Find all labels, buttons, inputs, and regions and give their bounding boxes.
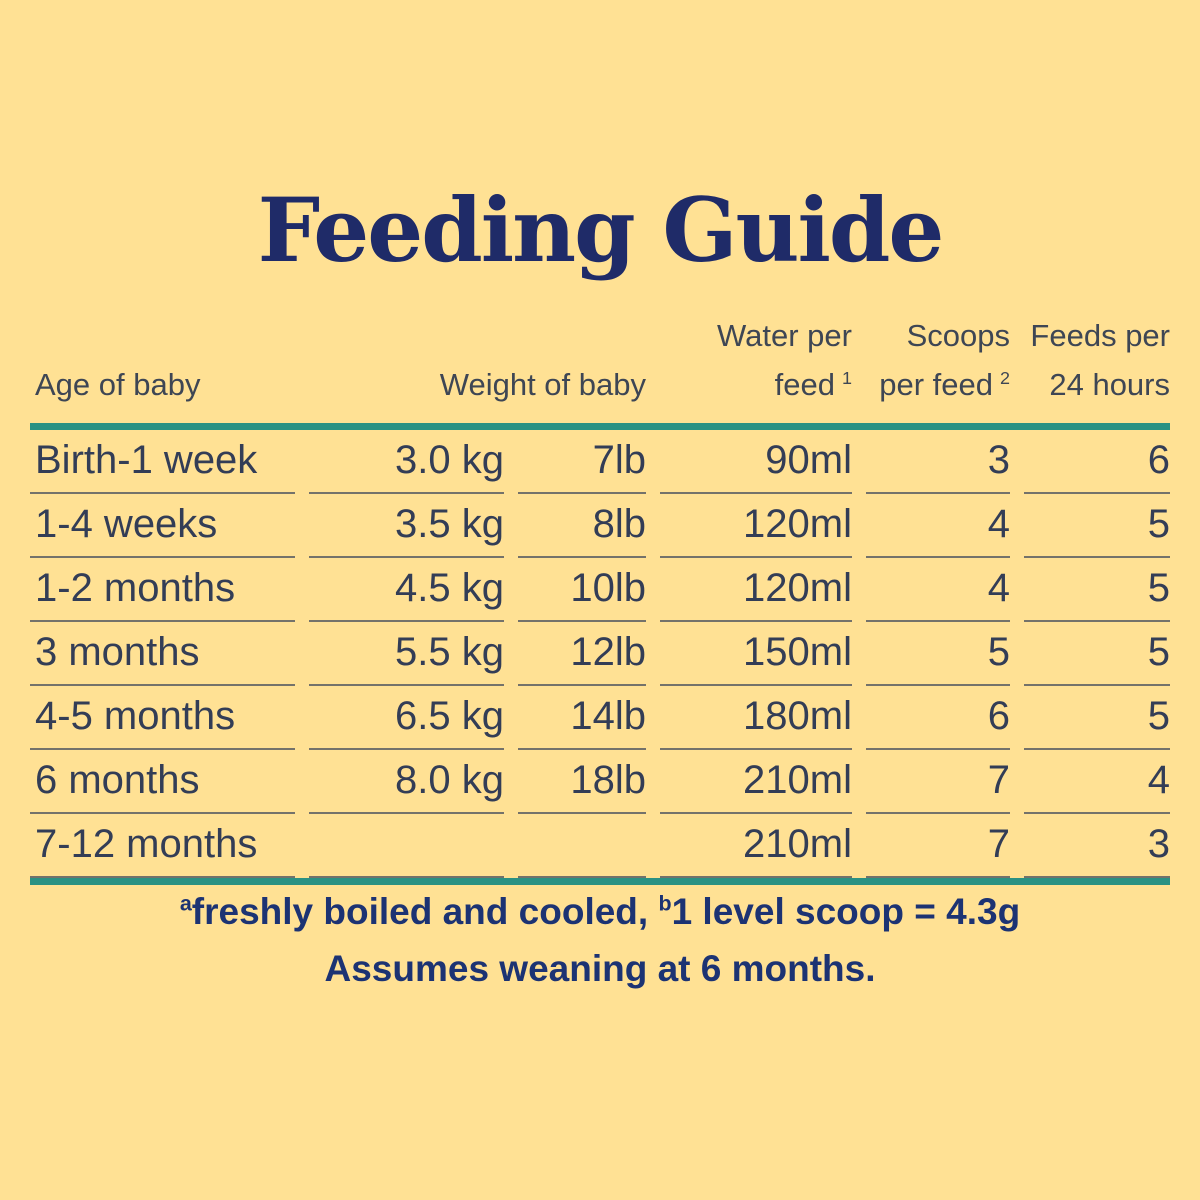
table-row: 7-12 months 210ml 7 3 — [30, 814, 1170, 878]
header-water-per-feed: Water per feed 1 — [660, 312, 852, 410]
cell-age: 1-2 months — [30, 558, 295, 622]
footnote-ref-1: 1 — [842, 367, 852, 388]
cell-scoops-per-feed: 4 — [866, 558, 1010, 622]
header-scoops-per-feed: Scoops per feed 2 — [866, 312, 1010, 410]
cell-weight-lb — [518, 814, 646, 878]
cell-weight-lb: 7lb — [518, 430, 646, 494]
cell-weight-lb: 10lb — [518, 558, 646, 622]
cell-scoops-per-feed: 7 — [866, 814, 1010, 878]
header-feeds-per-24-hours: Feeds per 24 hours — [1024, 312, 1170, 410]
cell-age: Birth-1 week — [30, 430, 295, 494]
cell-scoops-per-feed: 7 — [866, 750, 1010, 814]
header-scoops-line2: per feed — [879, 366, 993, 402]
cell-scoops-per-feed: 5 — [866, 622, 1010, 686]
table-row: 1-4 weeks 3.5 kg 8lb 120ml 4 5 — [30, 494, 1170, 558]
cell-water-per-feed: 210ml — [660, 814, 852, 878]
cell-age: 4-5 months — [30, 686, 295, 750]
header-water-line2: feed — [774, 366, 835, 402]
cell-weight-lb: 14lb — [518, 686, 646, 750]
cell-water-per-feed: 90ml — [660, 430, 852, 494]
header-feeds-line2: 24 hours — [1049, 366, 1170, 402]
header-age-of-baby: Age of baby — [35, 366, 201, 402]
cell-scoops-per-feed: 3 — [866, 430, 1010, 494]
cell-water-per-feed: 210ml — [660, 750, 852, 814]
table-bottom-rule — [30, 877, 1170, 885]
cell-age: 3 months — [30, 622, 295, 686]
cell-scoops-per-feed: 4 — [866, 494, 1010, 558]
header-scoops-line1: Scoops — [906, 318, 1010, 353]
cell-age: 6 months — [30, 750, 295, 814]
cell-water-per-feed: 120ml — [660, 494, 852, 558]
cell-weight-lb: 12lb — [518, 622, 646, 686]
cell-feeds-per-24-hours: 5 — [1024, 558, 1170, 622]
header-weight-of-baby: Weight of baby — [439, 366, 646, 402]
page-title: Feeding Guide — [257, 178, 945, 282]
cell-water-per-feed: 120ml — [660, 558, 852, 622]
cell-feeds-per-24-hours: 4 — [1024, 750, 1170, 814]
cell-weight-lb: 8lb — [518, 494, 646, 558]
cell-weight-kg: 8.0 kg — [309, 750, 504, 814]
header-water-line1: Water per — [717, 318, 852, 353]
footnotes: afreshly boiled and cooled, b1 level sco… — [0, 883, 1200, 998]
cell-feeds-per-24-hours: 6 — [1024, 430, 1170, 494]
footnote-marker-a: a — [179, 891, 192, 916]
footnote-line-2: Assumes weaning at 6 months. — [324, 948, 876, 990]
footnote-marker-b: b — [658, 891, 672, 916]
cell-feeds-per-24-hours: 5 — [1024, 686, 1170, 750]
cell-weight-kg: 3.0 kg — [309, 430, 504, 494]
cell-water-per-feed: 150ml — [660, 622, 852, 686]
footnote-b-text: 1 level scoop = 4.3g — [671, 891, 1021, 932]
cell-age: 1-4 weeks — [30, 494, 295, 558]
footnote-ref-2: 2 — [1000, 367, 1010, 388]
cell-water-per-feed: 180ml — [660, 686, 852, 750]
cell-weight-kg: 5.5 kg — [309, 622, 504, 686]
table-row: 4-5 months 6.5 kg 14lb 180ml 6 5 — [30, 686, 1170, 750]
table-row: 1-2 months 4.5 kg 10lb 120ml 4 5 — [30, 558, 1170, 622]
table-row: Birth-1 week 3.0 kg 7lb 90ml 3 6 — [30, 430, 1170, 494]
feeding-table: Age of baby Weight of baby Water per feed… — [30, 312, 1170, 885]
footnote-a-text: freshly boiled and cooled, — [191, 891, 659, 932]
cell-weight-kg: 3.5 kg — [309, 494, 504, 558]
cell-weight-kg: 6.5 kg — [309, 686, 504, 750]
cell-feeds-per-24-hours: 5 — [1024, 622, 1170, 686]
cell-scoops-per-feed: 6 — [866, 686, 1010, 750]
cell-feeds-per-24-hours: 5 — [1024, 494, 1170, 558]
table-top-rule — [30, 422, 1170, 430]
table-row: 6 months 8.0 kg 18lb 210ml 7 4 — [30, 750, 1170, 814]
table-row: 3 months 5.5 kg 12lb 150ml 5 5 — [30, 622, 1170, 686]
footnote-line-1: afreshly boiled and cooled, b1 level sco… — [0, 883, 1200, 940]
cell-weight-kg: 4.5 kg — [309, 558, 504, 622]
header-feeds-line1: Feeds per — [1030, 318, 1170, 353]
cell-weight-kg — [309, 814, 504, 878]
table-header-row: Age of baby Weight of baby Water per feed… — [30, 312, 1170, 423]
cell-feeds-per-24-hours: 3 — [1024, 814, 1170, 878]
cell-weight-lb: 18lb — [518, 750, 646, 814]
cell-age: 7-12 months — [30, 814, 295, 878]
